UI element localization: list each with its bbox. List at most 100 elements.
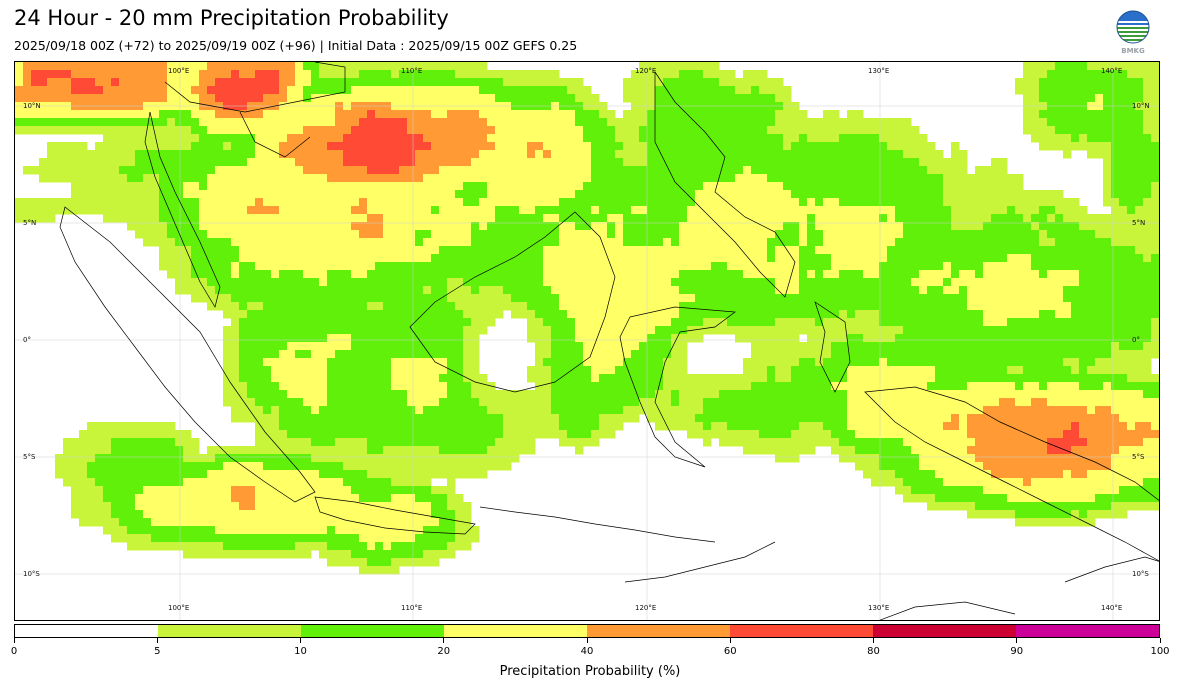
precip-cell	[527, 326, 536, 335]
precip-cell	[527, 366, 536, 375]
precip-cell	[471, 238, 480, 247]
precip-cell	[183, 150, 192, 159]
precip-cell	[319, 350, 328, 359]
precip-cell	[487, 246, 496, 255]
precip-cell	[759, 118, 768, 127]
precip-cell	[527, 390, 536, 399]
precip-cell	[567, 78, 576, 87]
precip-cell	[775, 254, 784, 263]
precip-cell	[615, 142, 624, 151]
precip-cell	[743, 158, 752, 167]
precip-cell	[1031, 134, 1040, 143]
precip-cell	[631, 94, 640, 103]
precip-cell	[455, 390, 464, 399]
precip-cell	[575, 246, 584, 255]
precip-cell	[767, 198, 776, 207]
precip-cell	[215, 222, 224, 231]
precip-cell	[615, 262, 624, 271]
precip-cell	[807, 310, 816, 319]
precip-cell	[271, 366, 280, 375]
precip-cell	[679, 86, 688, 95]
precip-cell	[1079, 374, 1088, 383]
precip-cell	[983, 190, 992, 199]
precip-cell	[71, 206, 80, 215]
precip-cell	[287, 86, 296, 95]
precip-cell	[431, 390, 440, 399]
precip-cell	[335, 166, 344, 175]
precip-cell	[271, 334, 280, 343]
precip-cell	[655, 262, 664, 271]
precip-cell	[223, 222, 232, 231]
precip-cell	[959, 382, 968, 391]
precip-cell	[199, 278, 208, 287]
precip-cell	[471, 246, 480, 255]
precip-cell	[311, 374, 320, 383]
precip-cell	[439, 182, 448, 191]
precip-cell	[647, 126, 656, 135]
precip-cell	[1055, 350, 1064, 359]
precip-cell	[783, 110, 792, 119]
precip-cell	[567, 94, 576, 103]
precip-cell	[407, 238, 416, 247]
precip-cell	[175, 70, 184, 79]
precip-cell	[407, 278, 416, 287]
precip-cell	[647, 134, 656, 143]
map-area[interactable]: 100°E 100°E 110°E 110°E 120°E 120°E 130°E 130°E…	[14, 61, 1160, 621]
precip-cell	[567, 214, 576, 223]
precip-cell	[815, 270, 824, 279]
precip-cell	[695, 294, 704, 303]
precip-cell	[471, 174, 480, 183]
precip-cell	[327, 390, 336, 399]
precip-cell	[343, 126, 352, 135]
precip-cell	[919, 166, 928, 175]
precip-cell	[719, 390, 728, 399]
precip-cell	[543, 166, 552, 175]
precip-cell	[663, 190, 672, 199]
precip-cell	[663, 166, 672, 175]
precip-cell	[687, 390, 696, 399]
precip-cell	[703, 214, 712, 223]
precip-cell	[671, 70, 680, 79]
precip-cell	[159, 222, 168, 231]
precip-cell	[951, 294, 960, 303]
precip-cell	[567, 142, 576, 151]
precip-cell	[815, 254, 824, 263]
precip-cell	[511, 94, 520, 103]
precip-cell	[439, 86, 448, 95]
precip-cell	[583, 326, 592, 335]
precip-cell	[735, 110, 744, 119]
precip-cell	[703, 166, 712, 175]
precip-cell	[1007, 302, 1016, 311]
precip-cell	[1031, 374, 1040, 383]
precip-cell	[607, 286, 616, 295]
precip-cell	[775, 342, 784, 351]
precip-cell	[383, 326, 392, 335]
precip-cell	[487, 150, 496, 159]
precip-cell	[463, 158, 472, 167]
precip-cell	[1023, 222, 1032, 231]
precip-cell	[1143, 318, 1152, 327]
precip-cell	[935, 278, 944, 287]
precip-cell	[351, 118, 360, 127]
precip-cell	[1015, 182, 1024, 191]
precip-cell	[615, 358, 624, 367]
precip-cell	[207, 174, 216, 183]
precip-cell	[279, 302, 288, 311]
precip-cell	[415, 118, 424, 127]
precip-cell	[527, 222, 536, 231]
precip-cell	[471, 222, 480, 231]
precip-cell	[351, 302, 360, 311]
precip-cell	[927, 198, 936, 207]
precip-cell	[295, 270, 304, 279]
precip-cell	[863, 382, 872, 391]
precip-cell	[175, 166, 184, 175]
precip-cell	[591, 182, 600, 191]
precip-cell	[871, 238, 880, 247]
precip-cell	[447, 198, 456, 207]
precip-cell	[927, 374, 936, 383]
precip-cell	[1071, 270, 1080, 279]
precip-cell	[215, 198, 224, 207]
precip-cell	[719, 110, 728, 119]
precip-cell	[23, 94, 32, 103]
precip-cell	[367, 206, 376, 215]
